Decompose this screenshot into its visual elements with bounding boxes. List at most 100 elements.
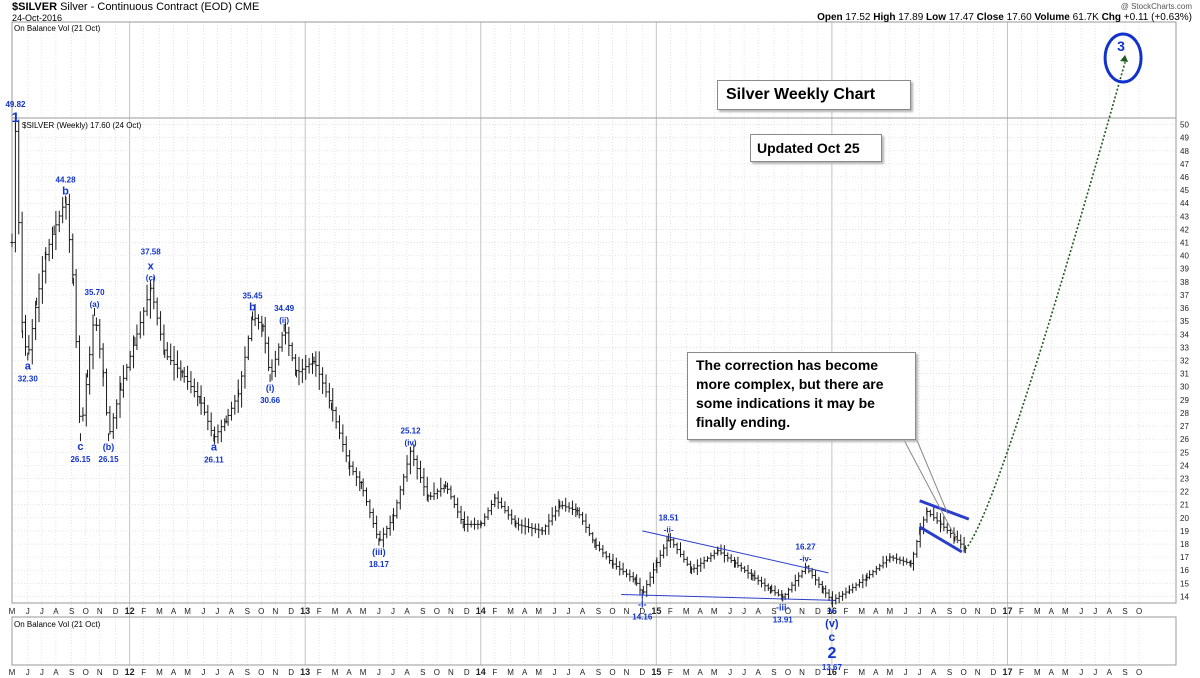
x-tick-label: S: [771, 668, 776, 677]
x-tick-label: A: [698, 668, 704, 677]
y-tick-label: 19: [1180, 527, 1189, 536]
projection-path: [964, 61, 1126, 550]
chart-date: 24-Oct-2016: [12, 13, 63, 23]
x-tick-label: O: [960, 668, 966, 677]
watermark: @ StockCharts.com: [1120, 2, 1192, 11]
x-tick-label: M: [360, 607, 367, 616]
x-tick-label: J: [215, 668, 219, 677]
x-tick-label: S: [947, 607, 952, 616]
x-tick-label: M: [156, 607, 163, 616]
wave-price-label: 32.30: [18, 375, 39, 384]
x-tick-label: 12: [125, 667, 135, 677]
x-tick-label: 13: [300, 667, 310, 677]
wave-price-label: 13.67: [822, 663, 843, 672]
y-tick-label: 48: [1180, 147, 1189, 156]
x-tick-label: N: [97, 607, 103, 616]
x-tick-label: J: [567, 607, 571, 616]
x-tick-label: 17: [1002, 667, 1012, 677]
x-tick-label: J: [26, 668, 30, 677]
x-tick-label: M: [1062, 668, 1069, 677]
x-tick-label: M: [858, 668, 865, 677]
x-tick-label: M: [683, 668, 690, 677]
x-axis-ticks: MMJJJJAASSOONNDD1212FFMMAAMMJJJJAASSOONN…: [9, 606, 1143, 677]
x-tick-label: N: [975, 607, 981, 616]
x-tick-label: J: [567, 668, 571, 677]
x-tick-label: J: [377, 607, 381, 616]
wave-label: -iii-: [776, 603, 790, 613]
x-tick-label: J: [1093, 607, 1097, 616]
x-tick-label: A: [1049, 668, 1055, 677]
y-tick-label: 50: [1180, 121, 1189, 130]
x-tick-label: J: [40, 607, 44, 616]
panel-frames: [11, 21, 1177, 666]
x-tick-label: M: [711, 607, 718, 616]
wave-price-label: 35.70: [85, 288, 106, 297]
x-tick-label: S: [1122, 607, 1127, 616]
x-tick-label: O: [83, 607, 89, 616]
wave-labels: 49.821a32.3044.28bc26.1535.70(a)(b)26.15…: [5, 100, 842, 672]
flag-upper-line: [919, 499, 970, 521]
top-indicator-legend: On Balance Vol (21 Oct): [14, 24, 101, 33]
chart-header: $SILVER Silver - Continuous Contract (EO…: [12, 1, 259, 13]
x-tick-label: A: [171, 607, 177, 616]
wave-label: (b): [103, 442, 115, 452]
x-tick-label: A: [755, 607, 761, 616]
quote-line: Open 17.52 High 17.89 Low 17.47 Close 17…: [817, 12, 1192, 23]
wave-label: a: [211, 442, 218, 454]
x-tick-label: S: [69, 607, 74, 616]
x-tick-label: 16: [827, 606, 837, 616]
x-tick-label: O: [258, 668, 264, 677]
y-tick-label: 35: [1180, 317, 1189, 326]
x-tick-label: M: [507, 607, 514, 616]
x-tick-label: S: [245, 668, 250, 677]
x-tick-label: S: [596, 668, 601, 677]
price-panel: [11, 117, 1177, 604]
wave-label: c: [77, 441, 83, 453]
wave-3-target: 3: [964, 32, 1143, 550]
x-tick-label: J: [742, 668, 746, 677]
y-tick-label: 27: [1180, 422, 1189, 431]
y-tick-label: 37: [1180, 291, 1189, 300]
x-tick-label: O: [83, 668, 89, 677]
x-tick-label: S: [1122, 668, 1127, 677]
x-tick-label: N: [799, 607, 805, 616]
x-tick-label: O: [434, 668, 440, 677]
symbol-description: Silver - Continuous Contract (EOD): [60, 1, 232, 13]
x-tick-label: S: [69, 668, 74, 677]
x-tick-label: A: [229, 668, 235, 677]
x-tick-label: A: [931, 668, 937, 677]
callout-pointer: [915, 437, 949, 515]
y-tick-label: 26: [1180, 435, 1189, 444]
close-value: 17.60: [1006, 12, 1032, 23]
x-tick-label: O: [1136, 668, 1142, 677]
open-value: 17.52: [845, 12, 871, 23]
x-tick-label: D: [464, 607, 470, 616]
open-label: Open: [817, 12, 843, 23]
y-tick-label: 14: [1180, 592, 1189, 601]
y-tick-label: 23: [1180, 474, 1189, 483]
x-tick-label: S: [596, 607, 601, 616]
wave-price-label: 16.27: [796, 543, 817, 552]
x-tick-label: F: [317, 607, 322, 616]
x-tick-label: N: [624, 607, 630, 616]
y-tick-label: 47: [1180, 160, 1189, 169]
y-tick-label: 22: [1180, 488, 1189, 497]
wave-price-label: 26.15: [70, 455, 91, 464]
x-tick-label: A: [698, 607, 704, 616]
wave-price-label: 14.16: [632, 612, 653, 621]
x-tick-label: J: [918, 668, 922, 677]
lower-trendline: [621, 593, 836, 601]
x-tick-label: M: [9, 668, 16, 677]
x-tick-label: J: [201, 668, 205, 677]
chg-label: Chg: [1101, 12, 1122, 23]
x-tick-label: D: [288, 607, 294, 616]
x-tick-label: D: [991, 607, 997, 616]
x-tick-label: J: [904, 668, 908, 677]
wave-label: (ii): [279, 316, 289, 325]
wave-price-label: 44.28: [56, 176, 77, 185]
x-tick-label: 12: [125, 606, 135, 616]
x-tick-label: A: [580, 668, 586, 677]
wave-price-label: 18.17: [369, 560, 390, 569]
x-tick-label: J: [377, 668, 381, 677]
x-tick-label: O: [1136, 607, 1142, 616]
